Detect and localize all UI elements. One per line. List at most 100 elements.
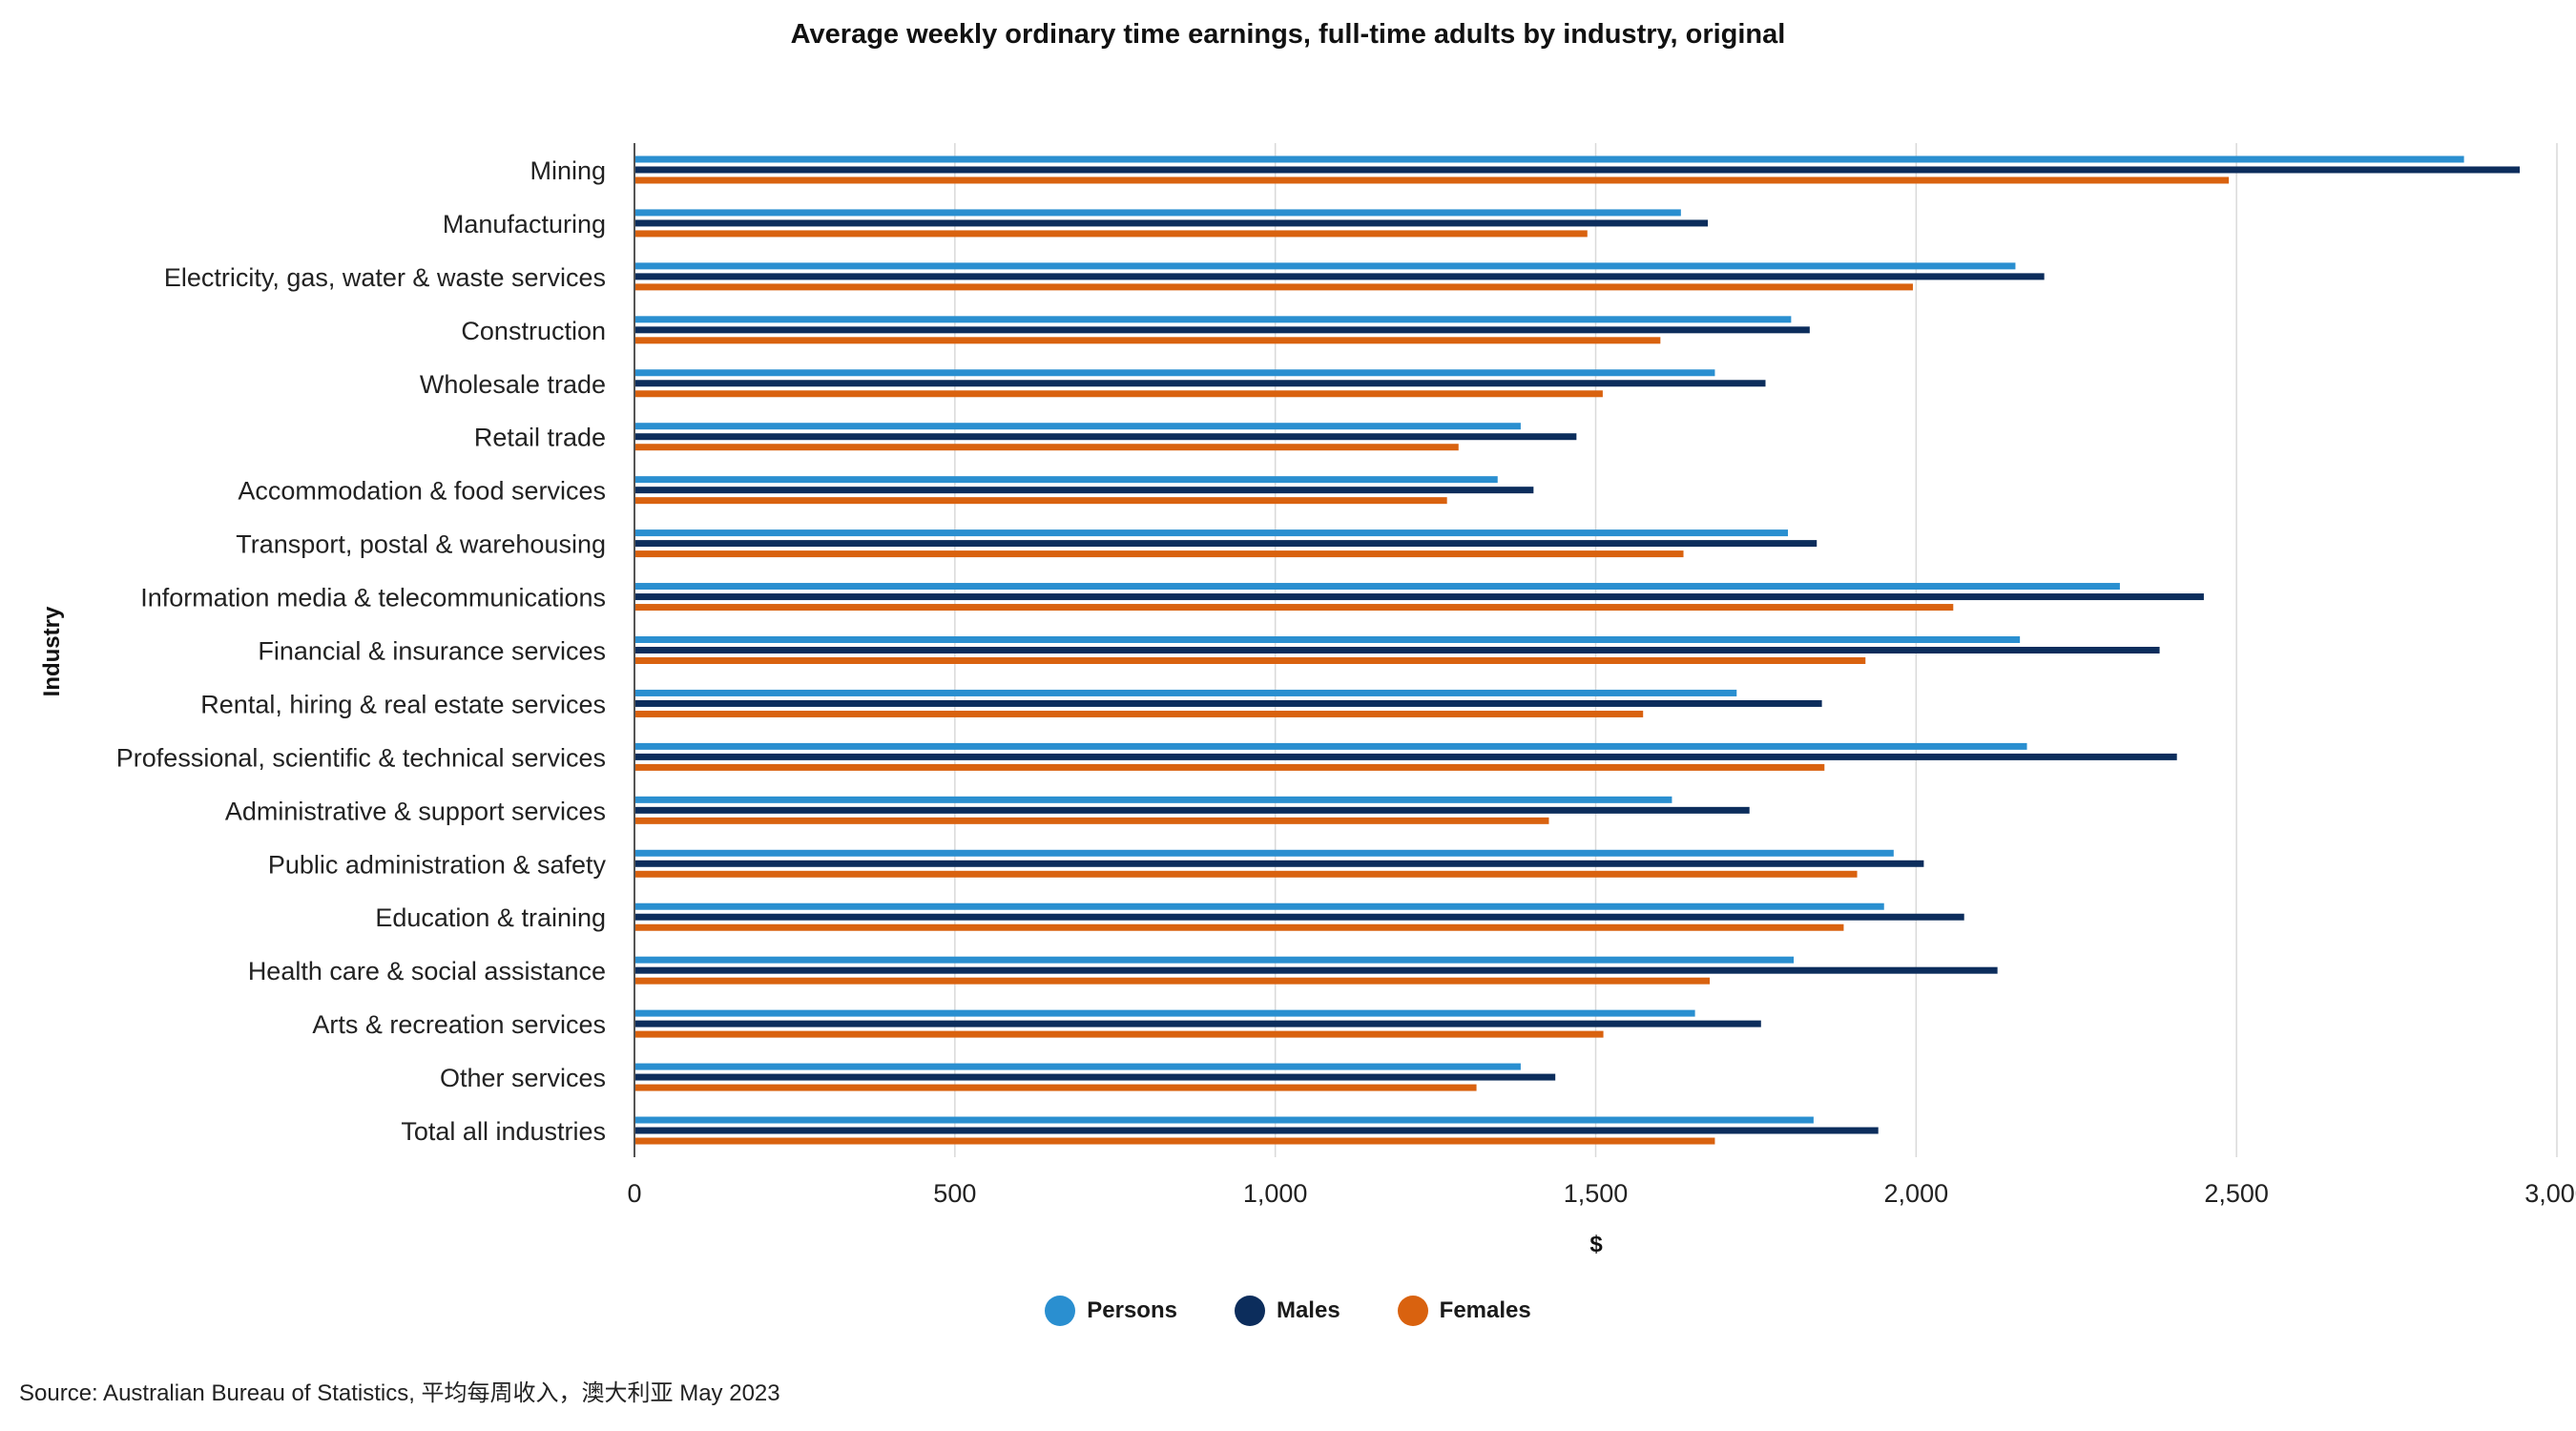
bar-females[interactable] bbox=[635, 283, 1913, 291]
category-label: Electricity, gas, water & waste services bbox=[164, 263, 606, 292]
bar-males[interactable] bbox=[635, 913, 1964, 921]
category-label: Financial & insurance services bbox=[258, 637, 606, 666]
bar-persons[interactable] bbox=[635, 423, 1521, 430]
bar-females[interactable] bbox=[635, 710, 1644, 717]
category-labels: Mining Manufacturing Electricity, gas, wat… bbox=[116, 156, 607, 1146]
bar-females[interactable] bbox=[635, 657, 1866, 664]
bar-persons[interactable] bbox=[635, 902, 1884, 910]
legend: Persons Males Females bbox=[0, 1296, 2576, 1326]
bar-males[interactable] bbox=[635, 380, 1766, 387]
bars bbox=[635, 156, 2521, 1145]
bar-persons[interactable] bbox=[635, 369, 1715, 377]
category-label: Other services bbox=[440, 1064, 606, 1092]
category-label: Professional, scientific & technical ser… bbox=[116, 743, 606, 772]
bar-males[interactable] bbox=[635, 1127, 1879, 1134]
legend-label-females: Females bbox=[1439, 1297, 1531, 1323]
bar-males[interactable] bbox=[635, 593, 2204, 601]
bar-females[interactable] bbox=[635, 763, 1825, 771]
bar-females[interactable] bbox=[635, 923, 1844, 931]
legend-item-persons[interactable]: Persons bbox=[1045, 1296, 1177, 1326]
bar-males[interactable] bbox=[635, 699, 1822, 707]
chart-title: Average weekly ordinary time earnings, f… bbox=[790, 19, 1786, 50]
legend-label-males: Males bbox=[1276, 1297, 1340, 1323]
category-label: Information media & telecommunications bbox=[140, 584, 606, 612]
x-tick-label: 2,500 bbox=[2204, 1179, 2269, 1208]
bar-persons[interactable] bbox=[635, 583, 2120, 591]
bar-persons[interactable] bbox=[635, 529, 1788, 537]
bar-females[interactable] bbox=[635, 1084, 1477, 1091]
category-label: Administrative & support services bbox=[225, 797, 606, 825]
category-label: Arts & recreation services bbox=[312, 1010, 606, 1039]
bar-females[interactable] bbox=[635, 817, 1549, 824]
bar-persons[interactable] bbox=[635, 156, 2464, 163]
legend-item-females[interactable]: Females bbox=[1397, 1296, 1531, 1326]
bar-females[interactable] bbox=[635, 550, 1684, 558]
category-label: Wholesale trade bbox=[420, 370, 606, 399]
bar-persons[interactable] bbox=[635, 956, 1795, 964]
bar-males[interactable] bbox=[635, 166, 2521, 174]
bar-males[interactable] bbox=[635, 273, 2045, 280]
bar-persons[interactable] bbox=[635, 1063, 1521, 1070]
y-axis-title: Industry bbox=[39, 606, 65, 696]
category-label: Transport, postal & warehousing bbox=[236, 530, 606, 559]
legend-swatch-persons bbox=[1045, 1296, 1076, 1326]
category-label: Public administration & safety bbox=[268, 850, 607, 879]
category-label: Construction bbox=[461, 317, 606, 345]
bar-males[interactable] bbox=[635, 966, 1998, 974]
category-label: Retail trade bbox=[474, 424, 606, 452]
x-tick-label: 500 bbox=[933, 1179, 976, 1208]
bar-males[interactable] bbox=[635, 647, 2160, 653]
bar-females[interactable] bbox=[635, 390, 1603, 398]
category-label: Manufacturing bbox=[443, 210, 606, 238]
bar-females[interactable] bbox=[635, 1030, 1604, 1038]
bar-females[interactable] bbox=[635, 176, 2230, 184]
bar-males[interactable] bbox=[635, 540, 1818, 548]
legend-swatch-males bbox=[1234, 1296, 1265, 1326]
bar-persons[interactable] bbox=[635, 209, 1681, 217]
x-tick-label: 0 bbox=[627, 1179, 641, 1208]
bar-males[interactable] bbox=[635, 433, 1577, 441]
legend-item-males[interactable]: Males bbox=[1234, 1296, 1340, 1326]
source-note: Source: Australian Bureau of Statistics,… bbox=[19, 1380, 780, 1406]
bar-persons[interactable] bbox=[635, 689, 1737, 696]
bar-females[interactable] bbox=[635, 497, 1447, 505]
bar-females[interactable] bbox=[635, 337, 1661, 344]
category-label: Education & training bbox=[375, 903, 606, 932]
bar-males[interactable] bbox=[635, 806, 1750, 814]
bar-females[interactable] bbox=[635, 1137, 1715, 1145]
legend-swatch-females bbox=[1397, 1296, 1428, 1326]
bar-males[interactable] bbox=[635, 326, 1810, 334]
bar-males[interactable] bbox=[635, 753, 2177, 760]
bar-females[interactable] bbox=[635, 870, 1858, 878]
bar-persons[interactable] bbox=[635, 262, 2016, 270]
bar-persons[interactable] bbox=[635, 1116, 1814, 1124]
category-label: Accommodation & food services bbox=[238, 477, 606, 506]
x-axis-title: $ bbox=[1589, 1232, 1603, 1257]
bar-males[interactable] bbox=[635, 1020, 1761, 1027]
bar-males[interactable] bbox=[635, 487, 1534, 494]
bar-persons[interactable] bbox=[635, 316, 1792, 323]
bar-persons[interactable] bbox=[635, 849, 1894, 857]
category-label: Rental, hiring & real estate services bbox=[200, 690, 606, 718]
bar-persons[interactable] bbox=[635, 636, 2021, 643]
bar-persons[interactable] bbox=[635, 1009, 1695, 1017]
bar-males[interactable] bbox=[635, 860, 1924, 867]
bar-females[interactable] bbox=[635, 977, 1711, 985]
category-label: Health care & social assistance bbox=[248, 957, 606, 985]
x-tick-label: 1,500 bbox=[1564, 1179, 1629, 1208]
bar-females[interactable] bbox=[635, 444, 1459, 451]
x-tick-label: 1,000 bbox=[1243, 1179, 1308, 1208]
bar-males[interactable] bbox=[635, 219, 1709, 227]
legend-label-persons: Persons bbox=[1087, 1297, 1177, 1323]
bar-females[interactable] bbox=[635, 604, 1954, 612]
bar-males[interactable] bbox=[635, 1073, 1556, 1081]
category-label: Mining bbox=[530, 156, 606, 185]
x-axis-ticks: 0 500 1,000 1,500 2,000 2,500 3,000 bbox=[627, 1179, 2576, 1208]
bar-persons[interactable] bbox=[635, 796, 1672, 803]
x-tick-label: 3,000 bbox=[2524, 1179, 2576, 1208]
bar-females[interactable] bbox=[635, 230, 1588, 238]
bar-persons[interactable] bbox=[635, 742, 2027, 750]
bar-persons[interactable] bbox=[635, 476, 1498, 484]
category-label: Total all industries bbox=[401, 1117, 606, 1146]
